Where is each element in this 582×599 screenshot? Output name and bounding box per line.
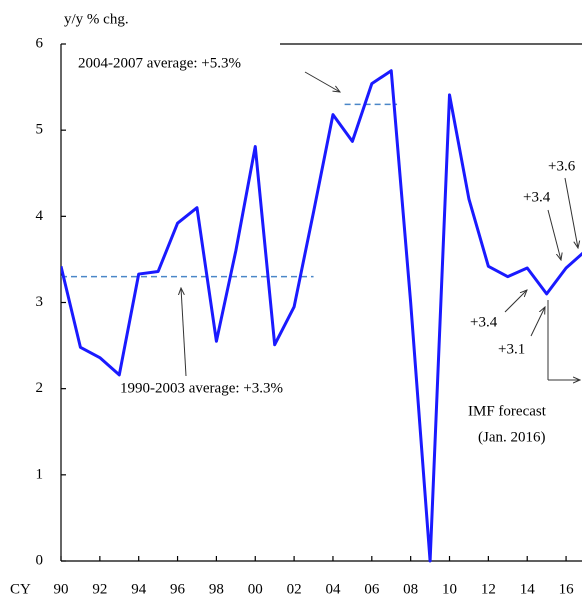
x-tick-label: 10 xyxy=(442,581,457,597)
x-tick-label: 98 xyxy=(209,581,224,597)
x-tick-label: 14 xyxy=(520,581,536,597)
reference-label: 2004-2007 average: +5.3% xyxy=(78,55,241,71)
x-tick-label: 04 xyxy=(325,581,341,597)
annotation-arrow xyxy=(530,307,545,337)
annotation: +3.6 xyxy=(548,158,576,174)
y-tick-label: 5 xyxy=(36,122,44,138)
y-tick-label: 3 xyxy=(36,294,44,310)
y-tick-label: 4 xyxy=(36,208,44,224)
x-tick-label: 92 xyxy=(92,581,107,597)
y-tick-label: 2 xyxy=(36,380,44,396)
annotation-arrow xyxy=(547,209,561,260)
x-tick-label: 02 xyxy=(287,581,302,597)
annotation: +3.4 xyxy=(470,314,498,330)
annotation-arrow xyxy=(504,290,527,313)
y-axis-label: y/y % chg. xyxy=(64,11,129,27)
x-tick-label: 96 xyxy=(170,581,186,597)
annotation-arrow xyxy=(304,71,340,92)
reference-label: 1990-2003 average: +3.3% xyxy=(120,380,283,396)
annotation: +3.1 xyxy=(498,341,525,357)
x-tick-label: 00 xyxy=(248,581,263,597)
annotation: +3.4 xyxy=(523,189,551,205)
x-prefix: CY xyxy=(10,581,31,597)
annotation-arrow xyxy=(564,177,578,248)
annotation: IMF forecast xyxy=(468,403,547,419)
x-tick-label: 90 xyxy=(54,581,69,597)
x-tick-label: 06 xyxy=(364,581,380,597)
x-tick-label: 16 xyxy=(559,581,575,597)
annotation-arrow xyxy=(181,288,187,377)
y-tick-label: 1 xyxy=(36,466,44,482)
x-tick-label: 94 xyxy=(131,581,147,597)
series-line xyxy=(61,69,582,563)
x-tick-label: 08 xyxy=(403,581,418,597)
annotation: (Jan. 2016) xyxy=(478,429,546,445)
y-tick-label: 6 xyxy=(36,35,44,51)
x-tick-label: 12 xyxy=(481,581,496,597)
y-tick-label: 0 xyxy=(36,552,44,568)
